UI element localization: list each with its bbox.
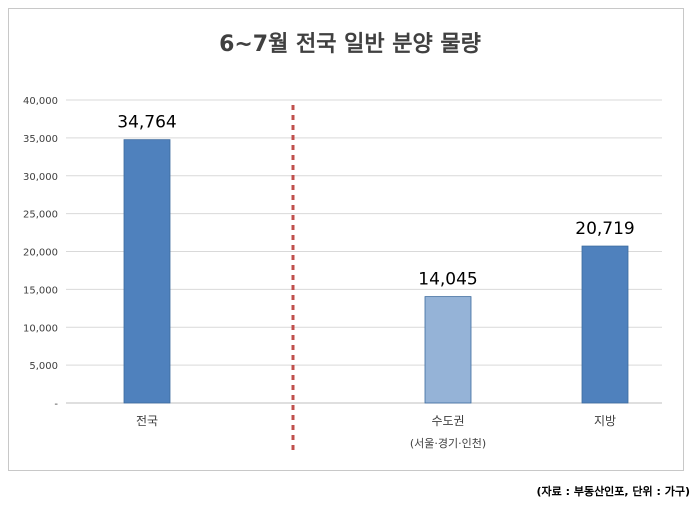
x-axis-ticks: 전국 수도권 (서울·경기·인천) 지방 (136, 414, 616, 450)
y-tick-label: 30,000 (23, 172, 58, 183)
data-label: 14,045 (418, 270, 477, 290)
y-tick-label: 25,000 (23, 210, 58, 221)
data-label: 34,764 (117, 113, 176, 133)
x-tick-sublabel: (서울·경기·인천) (410, 436, 486, 450)
y-tick-label: 20,000 (23, 248, 58, 259)
chart-title: 6~7월 전국 일반 분양 물량 (219, 32, 481, 57)
bar (581, 245, 629, 404)
x-tick-label: 전국 (136, 414, 158, 428)
bar (123, 139, 171, 404)
y-axis-ticks: - 5,000 10,000 15,000 20,000 25,000 30,000 35,0… (23, 96, 58, 410)
chart-frame (8, 8, 684, 471)
y-tick-label: 35,000 (23, 134, 58, 145)
x-tick-label: 지방 (594, 414, 616, 428)
y-tick-label: 5,000 (29, 361, 58, 372)
source-note: (자료 : 부동산인포, 단위 : 가구) (536, 485, 691, 498)
y-tick-label: 10,000 (23, 323, 58, 334)
bars (123, 139, 629, 404)
x-tick-label: 수도권 (431, 414, 464, 428)
y-tick-label: 40,000 (23, 96, 58, 107)
y-tick-label: - (54, 399, 58, 410)
data-label: 20,719 (575, 219, 634, 239)
data-labels: 34,764 14,045 20,719 (117, 113, 634, 290)
bar (424, 296, 472, 404)
y-tick-label: 15,000 (23, 285, 58, 296)
